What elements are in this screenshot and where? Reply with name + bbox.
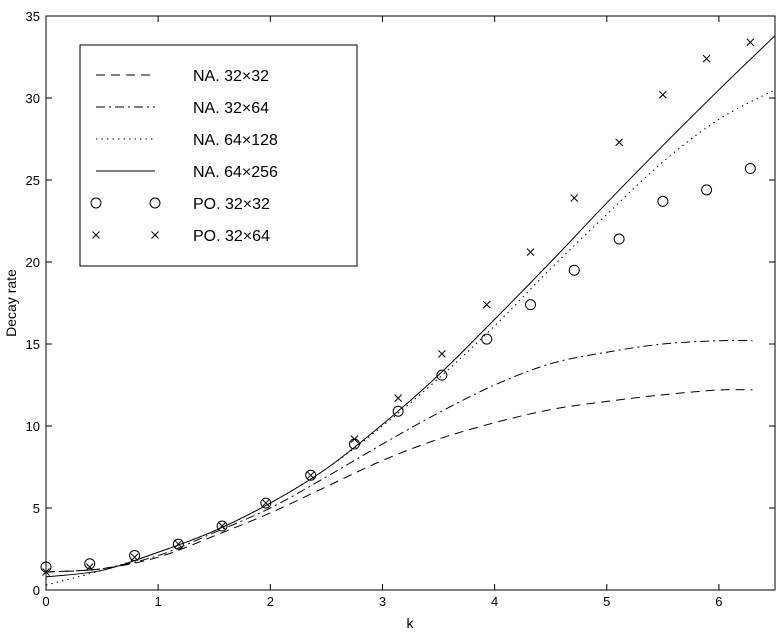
data-point (130, 553, 139, 562)
data-point (218, 522, 226, 530)
data-point (350, 435, 359, 443)
data-point (482, 300, 491, 309)
legend-entry-3: NA. 64×128 (96, 132, 278, 149)
axis-ticks: 0 1 2 3 4 5 6 0 5 10 15 20 25 30 35 (26, 9, 775, 609)
data-point (701, 184, 713, 196)
x-tick-label: 5 (603, 594, 610, 609)
y-tick-label: 5 (33, 501, 40, 516)
data-point (436, 369, 448, 381)
series-line (45, 389, 753, 573)
series-line (45, 89, 776, 586)
data-point (526, 248, 535, 257)
data-point (85, 563, 94, 571)
legend-entry-2: NA. 32×64 (96, 100, 269, 117)
x-tick-label: 0 (42, 594, 49, 609)
y-tick-label: 20 (26, 255, 40, 270)
data-point (392, 405, 404, 417)
data-point (658, 90, 667, 99)
legend-marker (90, 197, 102, 209)
x-axis-label: k (407, 615, 415, 631)
y-tick-label: 0 (33, 583, 40, 598)
legend-marker (151, 231, 159, 239)
data-point (260, 497, 272, 509)
data-point (481, 333, 493, 345)
data-point (746, 38, 755, 47)
y-tick-label: 30 (26, 91, 40, 106)
plot-frame (45, 15, 776, 591)
y-tick-label: 35 (26, 9, 40, 24)
data-point (305, 469, 317, 481)
series-3 (45, 89, 776, 586)
data-point (438, 349, 446, 358)
data-point (615, 138, 623, 147)
legend-label: NA. 64×256 (193, 164, 278, 181)
data-point (744, 163, 756, 175)
data-point (702, 54, 711, 63)
data-point (568, 264, 580, 276)
legend-entry-5: PO. 32×32 (90, 196, 270, 213)
data-point (613, 233, 625, 245)
data-point (306, 471, 315, 480)
legend-label: NA. 32×64 (193, 100, 269, 117)
y-tick-label: 25 (26, 173, 40, 188)
x-tick-label: 6 (715, 594, 722, 609)
data-point (42, 568, 50, 576)
data-point (216, 520, 228, 532)
x-tick-label: 1 (155, 594, 162, 609)
legend-label: NA. 32×32 (193, 68, 269, 85)
legend-entry-1: NA. 32×32 (96, 68, 269, 85)
series-layer (40, 35, 776, 586)
legend: NA. 32×32 NA. 32×64 NA. 64×128 NA. 64×256 PO… (79, 44, 358, 267)
legend-marker (92, 231, 100, 239)
series-1 (45, 389, 753, 573)
data-point (84, 558, 96, 570)
y-axis-label: Decay rate (3, 269, 19, 337)
data-point (129, 550, 141, 562)
series-6 (42, 38, 755, 576)
y-tick-label: 15 (26, 337, 40, 352)
data-point (570, 194, 579, 202)
data-point (172, 538, 184, 550)
legend-label: PO. 32×64 (193, 228, 270, 245)
x-tick-label: 4 (491, 594, 498, 609)
data-point (261, 499, 270, 507)
legend-entry-6: PO. 32×64 (92, 228, 270, 245)
legend-marker (149, 197, 161, 209)
legend-box (79, 44, 358, 267)
y-tick-label: 10 (26, 419, 40, 434)
data-point (657, 195, 669, 207)
series-line (45, 339, 753, 573)
legend-label: PO. 32×32 (193, 196, 270, 213)
series-2 (45, 339, 753, 573)
x-tick-label: 2 (267, 594, 274, 609)
data-point (174, 540, 183, 548)
data-point (525, 299, 537, 311)
legend-label: NA. 64×128 (193, 132, 278, 149)
x-tick-label: 3 (379, 594, 386, 609)
data-point (394, 394, 403, 402)
legend-entry-4: NA. 64×256 (96, 164, 278, 181)
